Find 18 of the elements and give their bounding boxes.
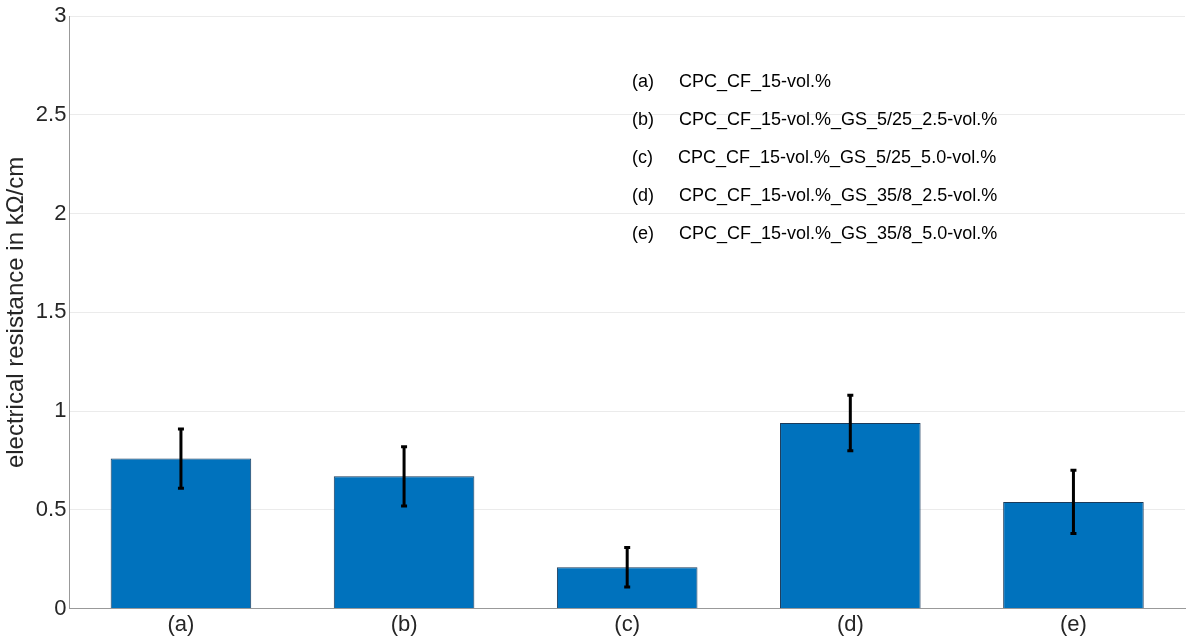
- y-tick-label: 3: [54, 2, 67, 28]
- annotation: (e) CPC_CF_15-vol.%_GS_35/8_5.0-vol.%: [632, 222, 998, 246]
- annotation: (c) CPC_CF_15-vol.%_GS_5/25_5.0-vol.%: [632, 146, 998, 170]
- y-tick-label: 0: [54, 594, 67, 620]
- x-tick-label: (b): [390, 610, 418, 636]
- annotation: (a) CPC_CF_15-vol.%: [632, 70, 833, 94]
- y-tick-label: 2.5: [35, 101, 67, 126]
- y-tick-label: 1.5: [35, 298, 67, 324]
- annotation: (d) CPC_CF_15-vol.%_GS_35/8_2.5-vol.%: [632, 184, 998, 208]
- x-tick-label: (a): [167, 610, 195, 636]
- y-tick-label: 2: [54, 199, 67, 225]
- y-tick-label: 1: [54, 397, 67, 423]
- y-tick-label: 0.5: [35, 495, 67, 521]
- x-tick-label: (e): [1059, 610, 1087, 636]
- x-tick-label: (d): [836, 610, 864, 636]
- x-tick-label: (c): [614, 610, 641, 636]
- annotation: (b) CPC_CF_15-vol.%_GS_5/25_2.5-vol.%: [632, 108, 998, 132]
- y-axis-title: electrical resistance in kΩ/cm: [1, 156, 29, 469]
